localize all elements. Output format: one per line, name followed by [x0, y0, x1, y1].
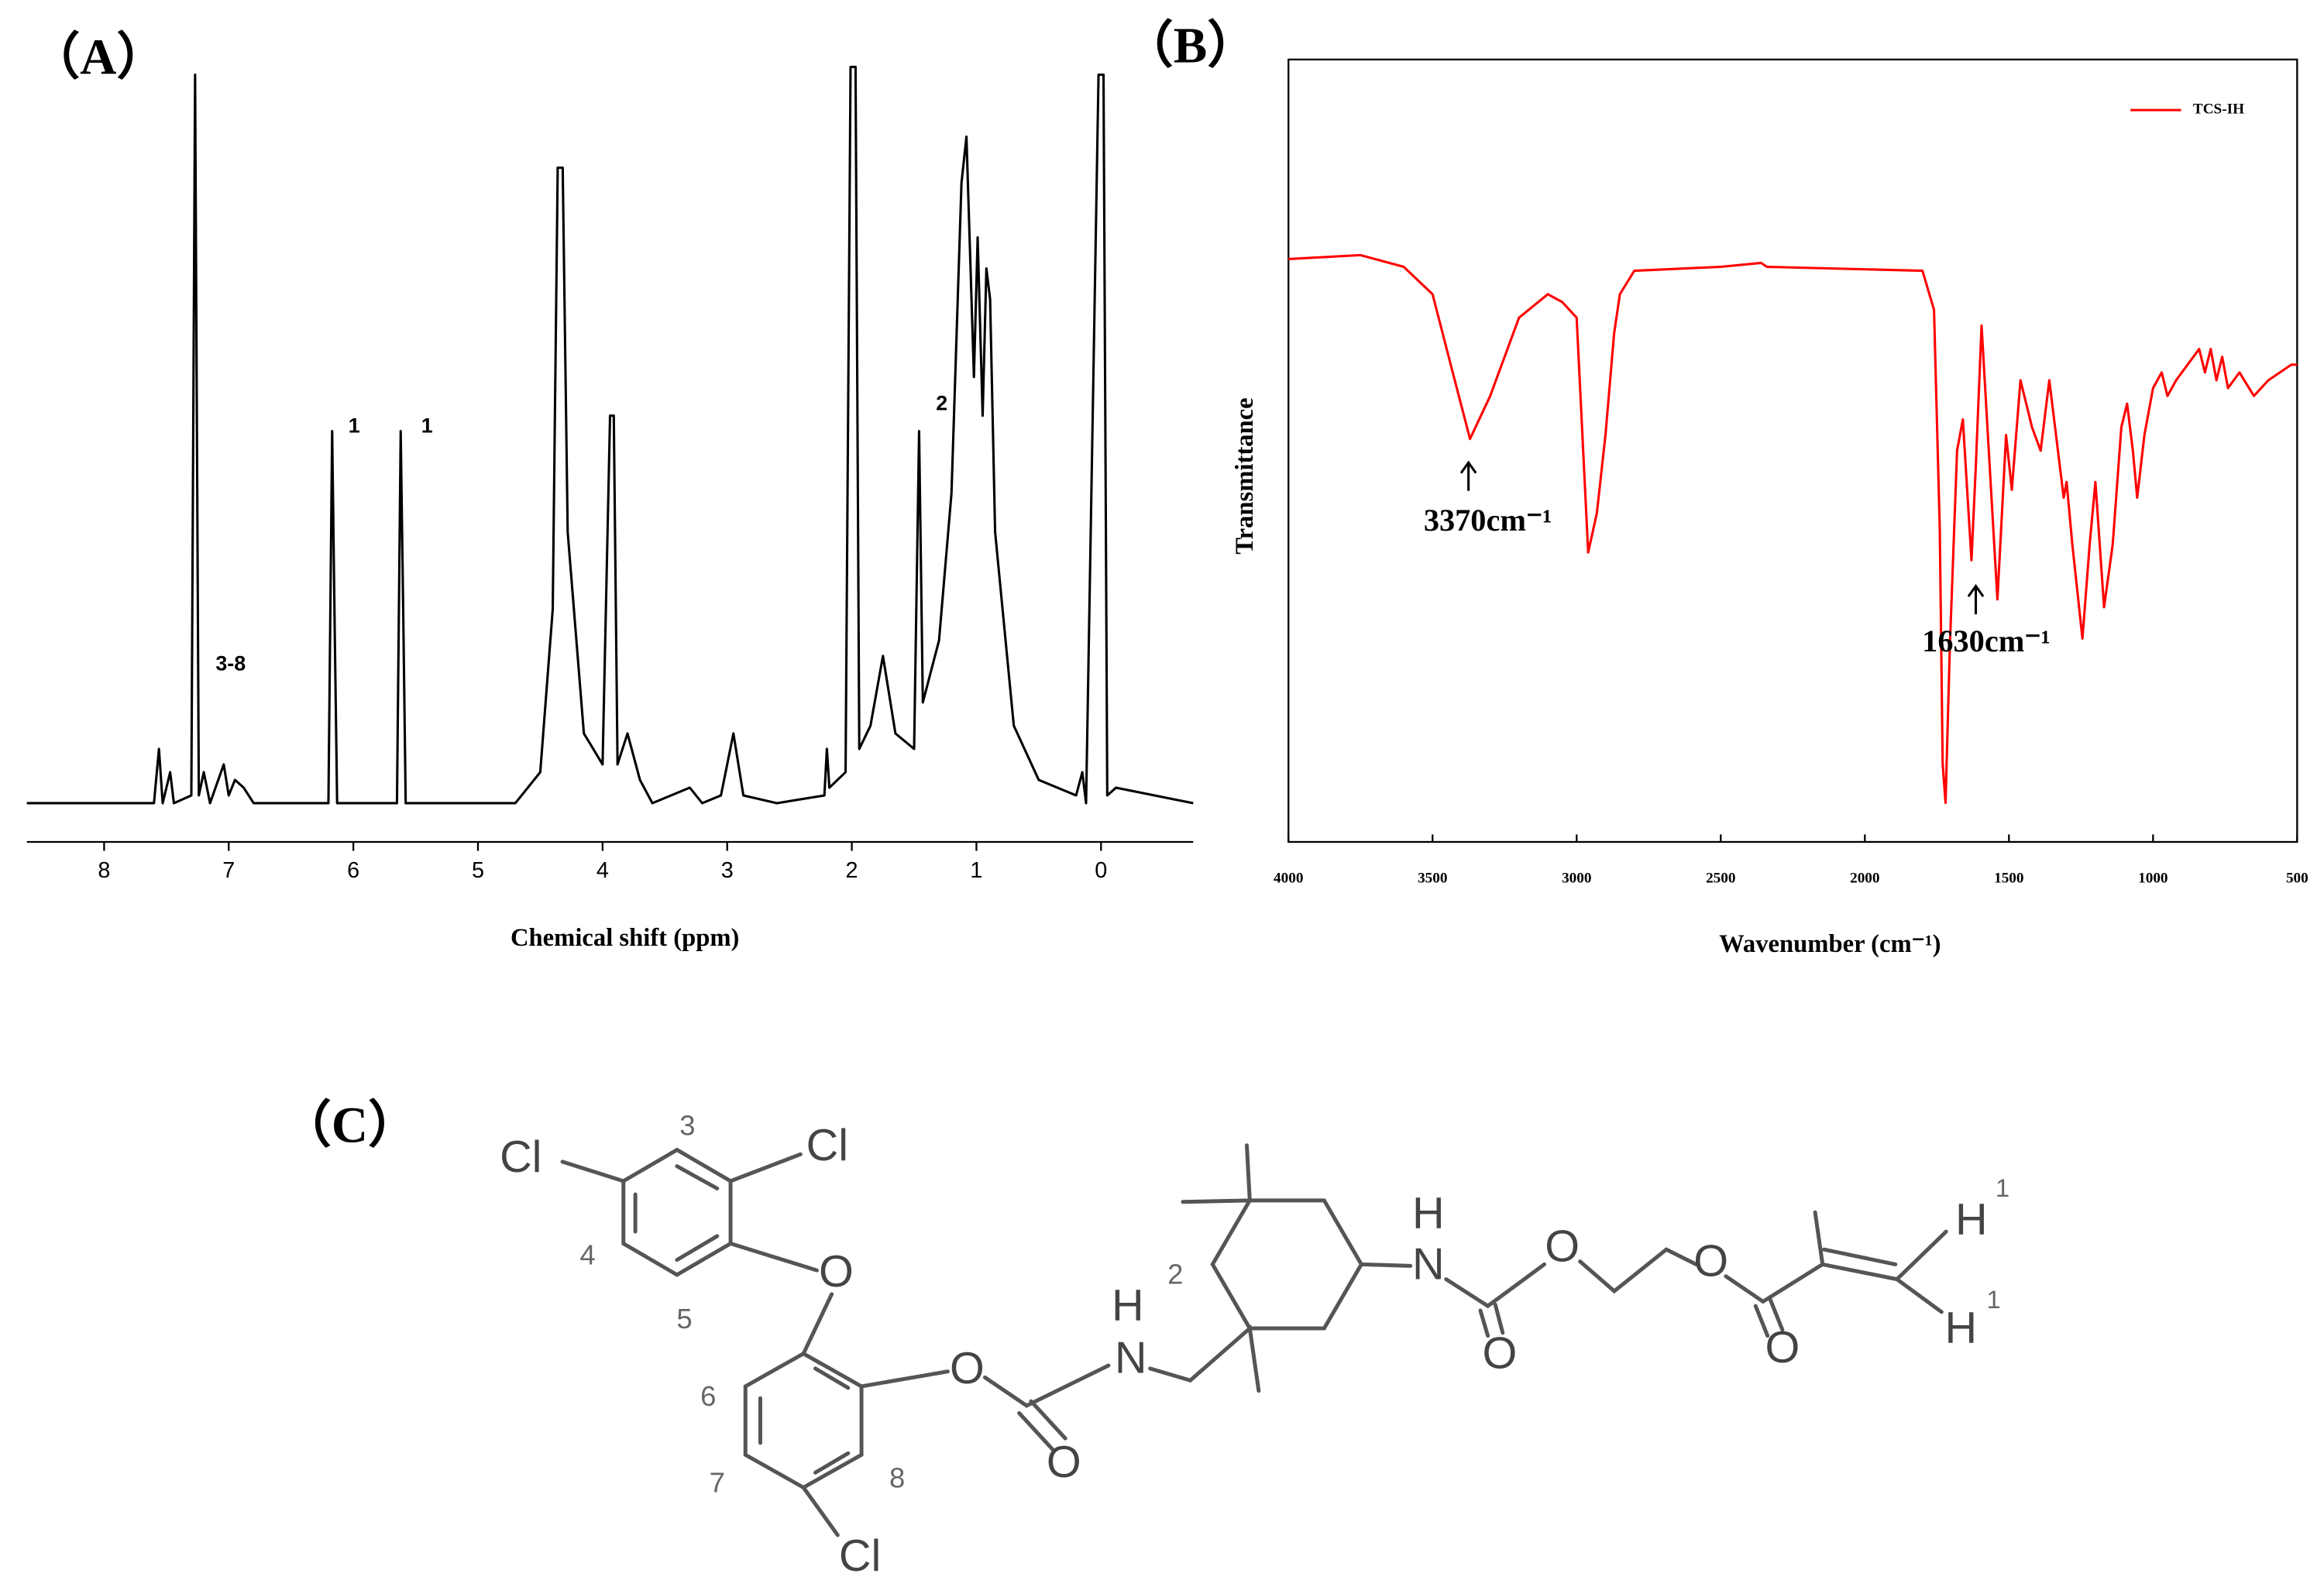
annotation: 2	[936, 391, 947, 414]
x-tick-label: 2000	[1850, 870, 1879, 886]
ring	[1181, 1143, 1364, 1331]
x-tick-label: 6	[347, 858, 359, 883]
atom-label: O	[1693, 1237, 1728, 1287]
arrow	[1967, 584, 1985, 615]
atom-label: 6	[700, 1380, 716, 1412]
annotation: 1	[421, 414, 433, 437]
x-tick-label: 1000	[2138, 870, 2168, 886]
x-tick-label: 4000	[1274, 870, 1303, 886]
atom-label: H	[1945, 1304, 1978, 1353]
arrow	[1459, 460, 1477, 491]
atom-label: N	[1412, 1239, 1445, 1289]
x-tick-label: 3500	[1418, 870, 1447, 886]
x-tick-label: 3000	[1562, 870, 1591, 886]
plot-frame	[1287, 58, 2298, 843]
bond	[801, 1324, 1261, 1537]
panel-label: （A）	[29, 30, 167, 86]
panel-label: （C）	[281, 1098, 419, 1154]
legend-label: TCS-IH	[2193, 101, 2244, 118]
bond	[1359, 1210, 1948, 1338]
annotation: 3-8	[215, 652, 246, 675]
atom-label: 1	[1996, 1173, 2009, 1202]
annotation: 1	[349, 414, 360, 437]
spectrum-line	[26, 65, 1194, 805]
x-tick-label: 500	[2286, 870, 2309, 886]
arrows	[1459, 460, 1985, 615]
atom-label: 2	[1167, 1258, 1183, 1290]
x-axis-label: Wavenumber (cm⁻¹)	[1719, 930, 1941, 958]
atom-label: H	[1112, 1281, 1144, 1331]
bonds	[560, 1143, 1948, 1537]
atom-label: 3	[679, 1109, 695, 1141]
atom-label: O	[1483, 1329, 1518, 1379]
x-tick-label: 2	[846, 858, 858, 883]
x-axis-label: Chemical shift (ppm)	[511, 924, 739, 952]
atom-label: 7	[710, 1466, 725, 1498]
annotation: 3370cm⁻¹	[1424, 503, 1552, 538]
x-tick-label: 2500	[1706, 870, 1735, 886]
bond	[560, 1152, 834, 1356]
x-tick-label: 8	[98, 858, 110, 883]
x-tick-label: 7	[222, 858, 235, 883]
x-tick-label: 0	[1095, 858, 1107, 883]
ring	[743, 1351, 864, 1490]
atom-label: 8	[889, 1462, 905, 1494]
atom-label: O	[819, 1247, 854, 1297]
atom-label: O	[950, 1344, 985, 1393]
panel-label: （B）	[1122, 18, 1257, 74]
atom-label: O	[1765, 1323, 1800, 1372]
atom-label: O	[1545, 1221, 1580, 1271]
atom-label: N	[1115, 1333, 1147, 1383]
x-tick-label: 4	[596, 858, 609, 883]
atom-label: Cl	[500, 1132, 541, 1182]
atom-label: 4	[580, 1238, 596, 1270]
atom-label: 5	[676, 1303, 692, 1335]
atom-label: Cl	[806, 1121, 848, 1170]
annotation: 1630cm⁻¹	[1922, 624, 2051, 658]
x-tick-label: 1	[970, 858, 982, 883]
x-tick-label: 5	[472, 858, 484, 883]
spectrum-line	[1288, 253, 2298, 805]
atom-label: 1	[1986, 1285, 2000, 1314]
atom-label: H	[1412, 1189, 1445, 1238]
x-tick-label: 3	[721, 858, 734, 883]
atom-label: O	[1047, 1438, 1081, 1487]
atom-label: Cl	[839, 1531, 881, 1581]
x-tick-label: 1500	[1994, 870, 2023, 886]
atom-label: H	[1955, 1195, 1988, 1245]
y-axis-label: Transmittance	[1231, 397, 1259, 554]
